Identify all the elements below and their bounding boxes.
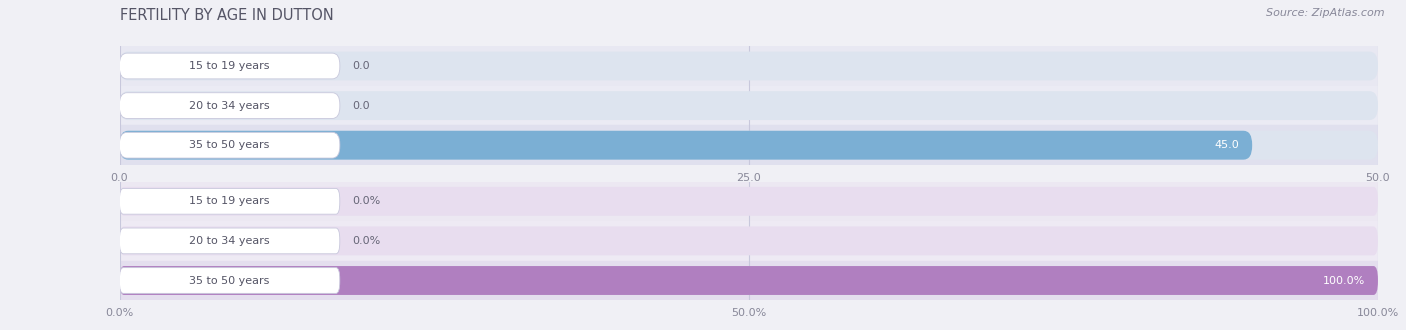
Text: 0.0: 0.0	[353, 101, 370, 111]
Text: FERTILITY BY AGE IN DUTTON: FERTILITY BY AGE IN DUTTON	[120, 8, 333, 23]
Text: 45.0: 45.0	[1215, 140, 1240, 150]
Text: 0.0%: 0.0%	[353, 196, 381, 206]
FancyBboxPatch shape	[120, 131, 1378, 160]
FancyBboxPatch shape	[120, 188, 340, 214]
Bar	[120, 46, 1378, 86]
Text: 35 to 50 years: 35 to 50 years	[190, 140, 270, 150]
FancyBboxPatch shape	[120, 131, 1253, 160]
Text: 15 to 19 years: 15 to 19 years	[190, 196, 270, 206]
Bar	[120, 182, 1378, 221]
Text: 20 to 34 years: 20 to 34 years	[190, 236, 270, 246]
Text: 0.0: 0.0	[353, 61, 370, 71]
Bar	[120, 221, 1378, 261]
Text: 0.0%: 0.0%	[353, 236, 381, 246]
Text: 15 to 19 years: 15 to 19 years	[190, 61, 270, 71]
Text: 100.0%: 100.0%	[1323, 276, 1365, 285]
Text: 35 to 50 years: 35 to 50 years	[190, 276, 270, 285]
Bar	[120, 125, 1378, 165]
Bar	[120, 86, 1378, 125]
FancyBboxPatch shape	[120, 226, 1378, 255]
FancyBboxPatch shape	[120, 228, 340, 254]
FancyBboxPatch shape	[120, 53, 340, 79]
FancyBboxPatch shape	[120, 93, 340, 118]
FancyBboxPatch shape	[120, 268, 340, 293]
FancyBboxPatch shape	[120, 51, 1378, 81]
Text: 20 to 34 years: 20 to 34 years	[190, 101, 270, 111]
FancyBboxPatch shape	[120, 132, 340, 158]
FancyBboxPatch shape	[120, 187, 1378, 216]
FancyBboxPatch shape	[120, 266, 1378, 295]
Text: Source: ZipAtlas.com: Source: ZipAtlas.com	[1267, 8, 1385, 18]
FancyBboxPatch shape	[120, 91, 1378, 120]
Bar	[120, 261, 1378, 300]
FancyBboxPatch shape	[120, 266, 1378, 295]
